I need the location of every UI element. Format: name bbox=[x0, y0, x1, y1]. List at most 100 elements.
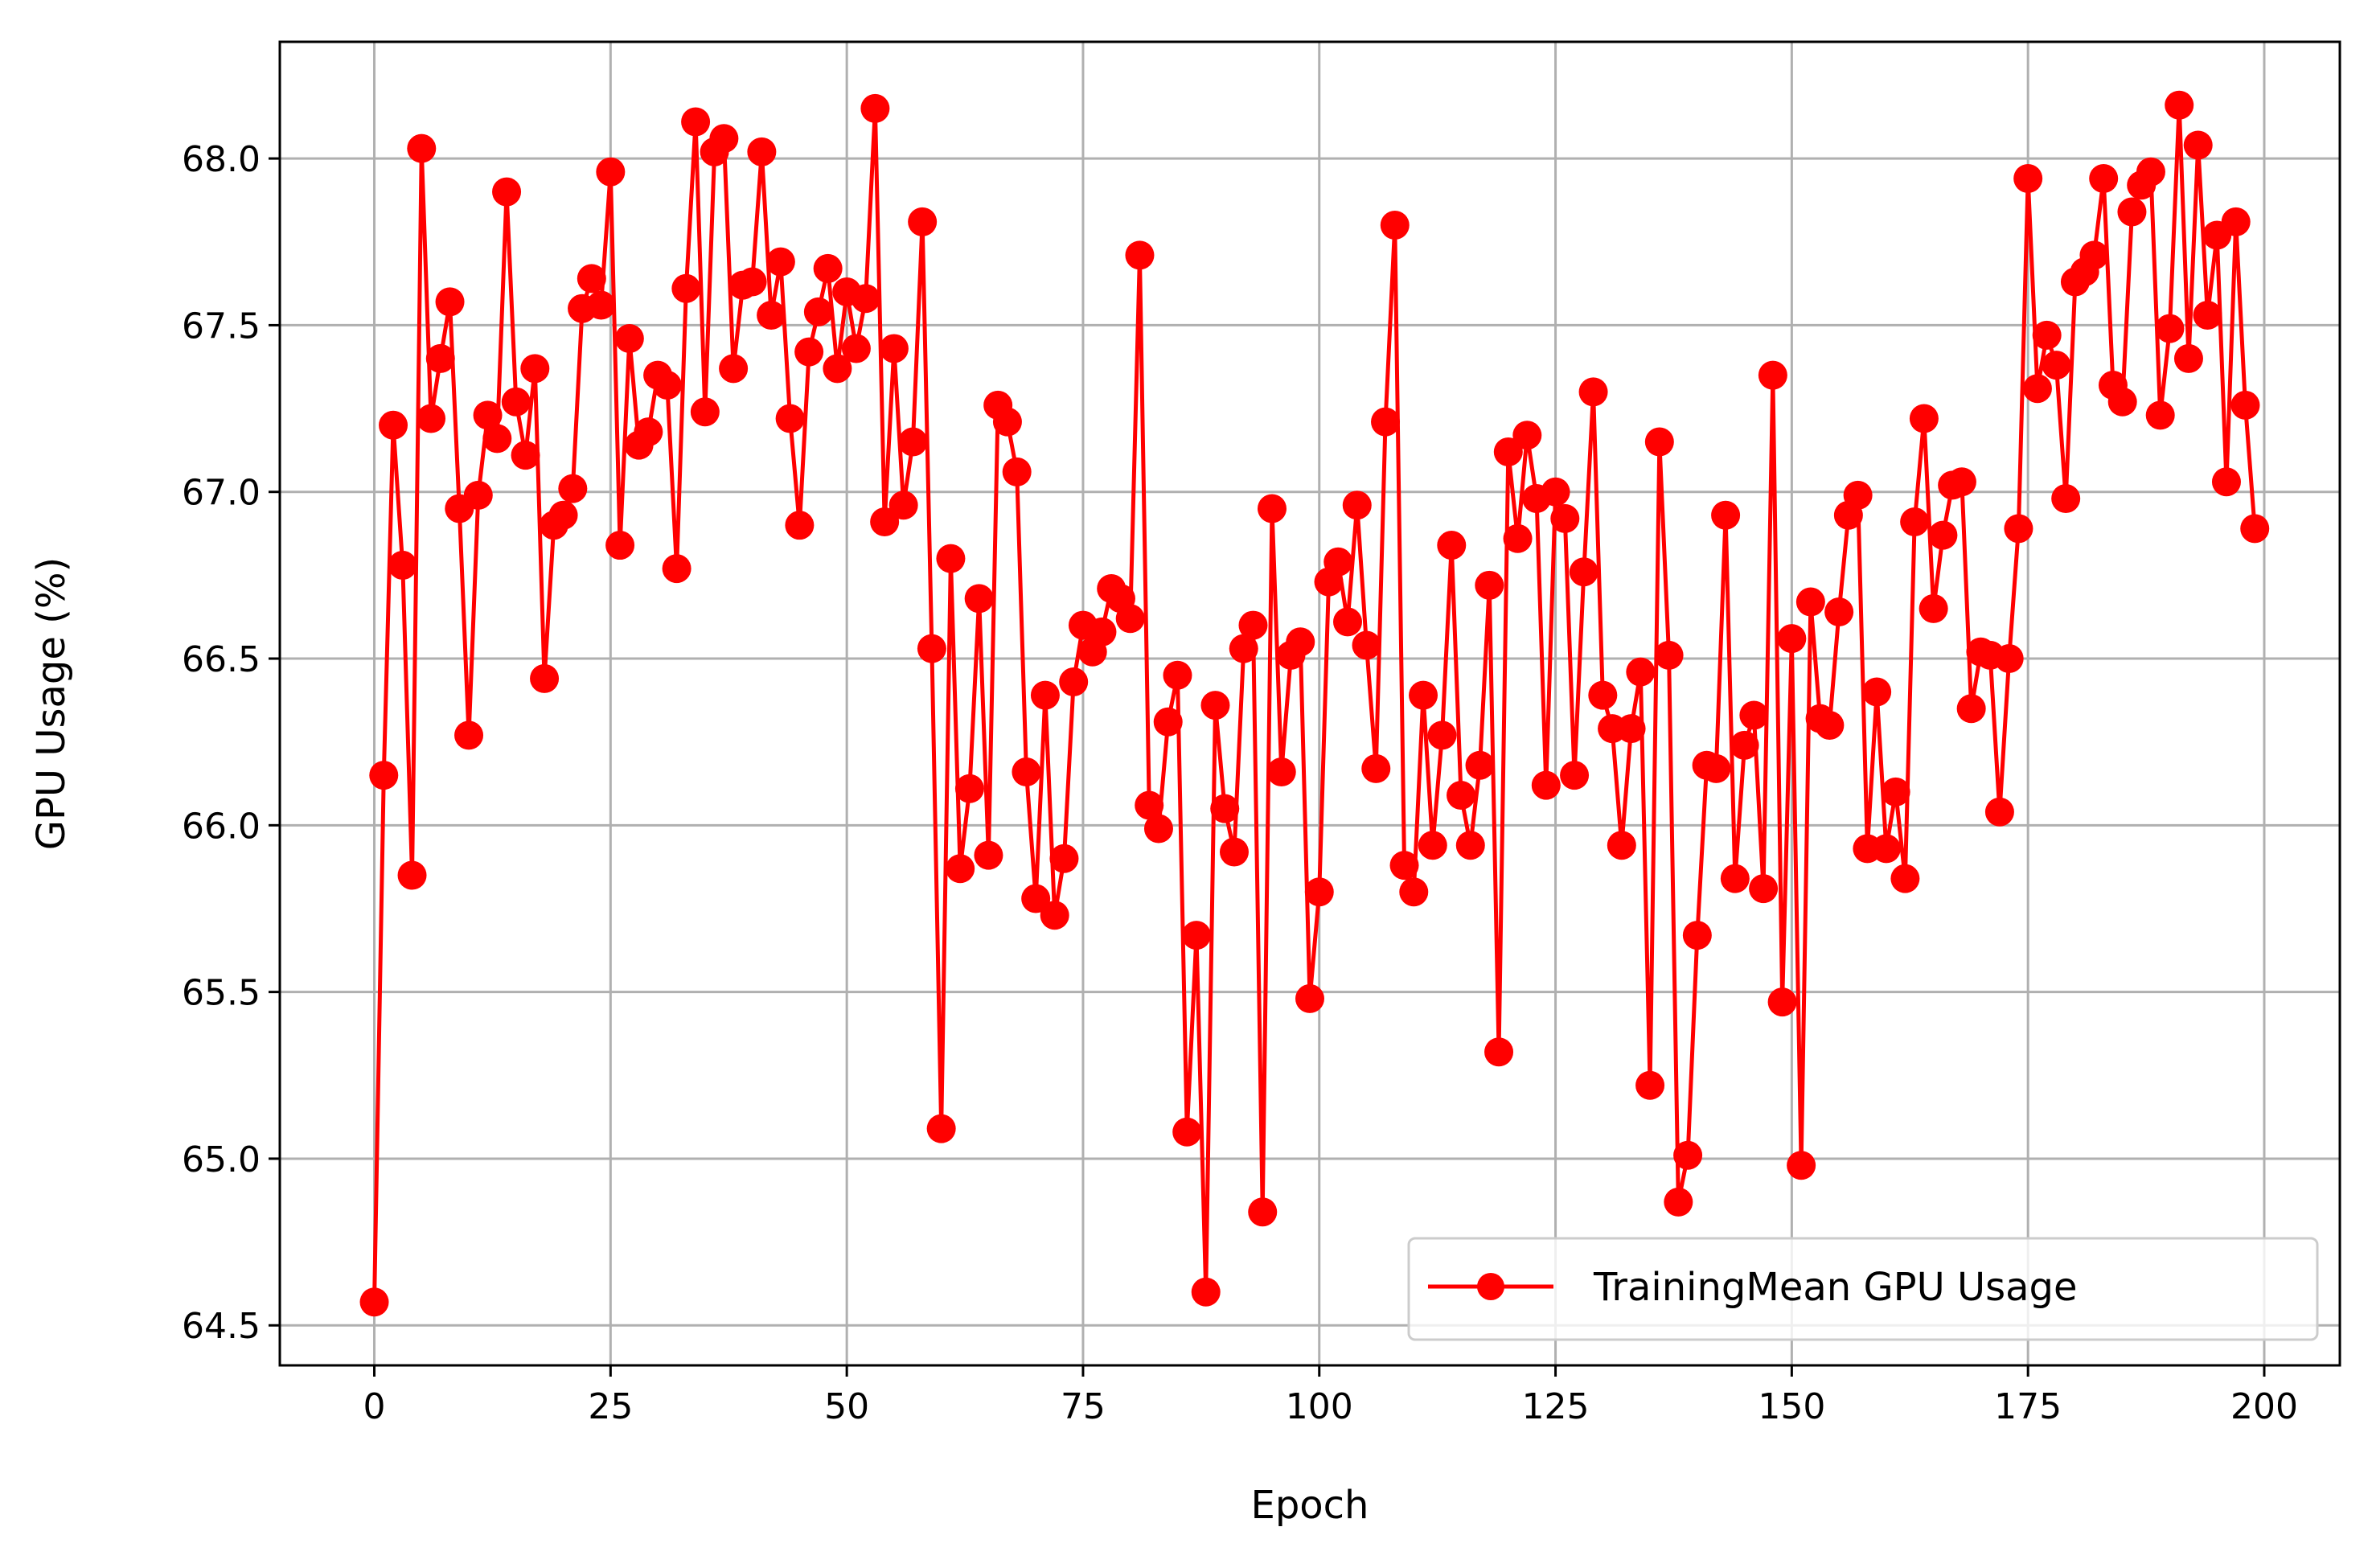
data-point bbox=[1673, 1140, 1703, 1170]
data-point bbox=[1588, 680, 1618, 710]
y-tick-label: 65.5 bbox=[182, 973, 261, 1014]
data-point bbox=[1219, 837, 1249, 867]
data-point bbox=[1238, 610, 1268, 640]
data-point bbox=[870, 507, 900, 537]
data-point bbox=[1720, 864, 1750, 893]
data-point bbox=[397, 860, 427, 890]
data-point bbox=[2221, 207, 2251, 236]
data-point bbox=[1295, 983, 1324, 1013]
data-point bbox=[605, 531, 635, 560]
data-point bbox=[1749, 874, 1779, 904]
y-axis-label: GPU Usage (%) bbox=[29, 557, 74, 850]
data-point bbox=[1352, 630, 1381, 660]
data-point bbox=[1484, 1037, 1514, 1067]
data-point bbox=[492, 177, 522, 207]
data-point bbox=[2013, 163, 2043, 193]
data-point bbox=[1701, 753, 1731, 783]
data-point bbox=[501, 387, 531, 417]
data-point bbox=[1644, 427, 1674, 457]
x-tick-label: 50 bbox=[824, 1386, 869, 1427]
data-point bbox=[1248, 1197, 1278, 1227]
legend: TrainingMean GPU Usage bbox=[1407, 1237, 2319, 1341]
data-point bbox=[1172, 1117, 1202, 1147]
data-point bbox=[1437, 531, 1467, 560]
data-point bbox=[1181, 921, 1211, 950]
data-point bbox=[1427, 720, 1457, 750]
data-point bbox=[1418, 831, 1447, 860]
data-point bbox=[1049, 844, 1079, 873]
data-point bbox=[2145, 400, 2175, 430]
data-point bbox=[1087, 617, 1117, 646]
legend-label: TrainingMean GPU Usage bbox=[1593, 1265, 2078, 1310]
data-point bbox=[917, 634, 946, 663]
data-point bbox=[1787, 1151, 1816, 1180]
data-point bbox=[1541, 477, 1570, 507]
data-point bbox=[1493, 437, 1523, 466]
data-point bbox=[671, 273, 701, 303]
x-tick-label: 125 bbox=[1522, 1386, 1590, 1427]
data-point bbox=[1739, 700, 1769, 730]
data-point bbox=[1266, 757, 1296, 786]
data-point bbox=[2240, 514, 2270, 544]
data-point bbox=[1030, 680, 1060, 710]
data-point bbox=[1059, 667, 1089, 697]
data-point bbox=[1984, 797, 2014, 827]
y-tick-label: 68.0 bbox=[182, 139, 261, 180]
data-point bbox=[1795, 587, 1825, 617]
data-point bbox=[908, 207, 938, 236]
data-point bbox=[388, 550, 417, 580]
data-point bbox=[1475, 570, 1504, 600]
data-point bbox=[1758, 360, 1787, 390]
data-point bbox=[435, 287, 465, 317]
data-point bbox=[2079, 240, 2109, 270]
x-tick-label: 25 bbox=[588, 1386, 633, 1427]
data-point bbox=[1626, 657, 1656, 687]
data-point bbox=[1135, 790, 1164, 820]
data-point bbox=[2155, 314, 2185, 343]
data-point bbox=[737, 267, 767, 297]
data-point bbox=[2193, 300, 2222, 330]
data-point bbox=[823, 354, 852, 384]
data-point bbox=[2004, 514, 2033, 544]
data-point bbox=[1333, 607, 1363, 637]
data-point bbox=[1616, 714, 1646, 744]
data-point bbox=[407, 133, 437, 163]
data-point bbox=[1550, 503, 1580, 533]
data-point bbox=[1286, 627, 1315, 657]
data-point bbox=[2211, 467, 2241, 497]
data-point bbox=[1862, 677, 1892, 707]
data-point bbox=[1871, 834, 1901, 864]
data-point bbox=[2032, 320, 2062, 350]
data-point bbox=[2230, 390, 2260, 420]
data-point bbox=[1843, 480, 1873, 510]
data-point bbox=[577, 264, 606, 293]
data-point bbox=[1210, 794, 1240, 823]
data-point bbox=[379, 410, 408, 440]
data-point bbox=[2136, 157, 2165, 187]
data-point bbox=[652, 371, 682, 400]
data-point bbox=[596, 157, 626, 187]
y-tick-label: 66.0 bbox=[182, 806, 261, 847]
data-point bbox=[511, 441, 540, 470]
data-point bbox=[813, 253, 843, 283]
data-point bbox=[634, 417, 663, 447]
data-point bbox=[1890, 864, 1920, 893]
data-point bbox=[662, 554, 691, 584]
data-point bbox=[2089, 163, 2119, 193]
data-point bbox=[1635, 1070, 1665, 1100]
data-point bbox=[520, 354, 550, 384]
data-point bbox=[841, 334, 871, 363]
y-tick-label: 67.0 bbox=[182, 473, 261, 514]
data-point bbox=[482, 424, 512, 454]
data-point bbox=[992, 407, 1022, 437]
data-point bbox=[1021, 884, 1051, 913]
x-axis-ticks: 0 25 50 75 100 125 150 175 200 bbox=[363, 1365, 2298, 1427]
data-point bbox=[1578, 377, 1608, 407]
data-point bbox=[1409, 680, 1438, 710]
data-point bbox=[1994, 644, 2024, 674]
data-point bbox=[785, 511, 815, 540]
data-point bbox=[2022, 374, 2052, 404]
data-point bbox=[879, 334, 909, 363]
data-point bbox=[765, 247, 795, 277]
